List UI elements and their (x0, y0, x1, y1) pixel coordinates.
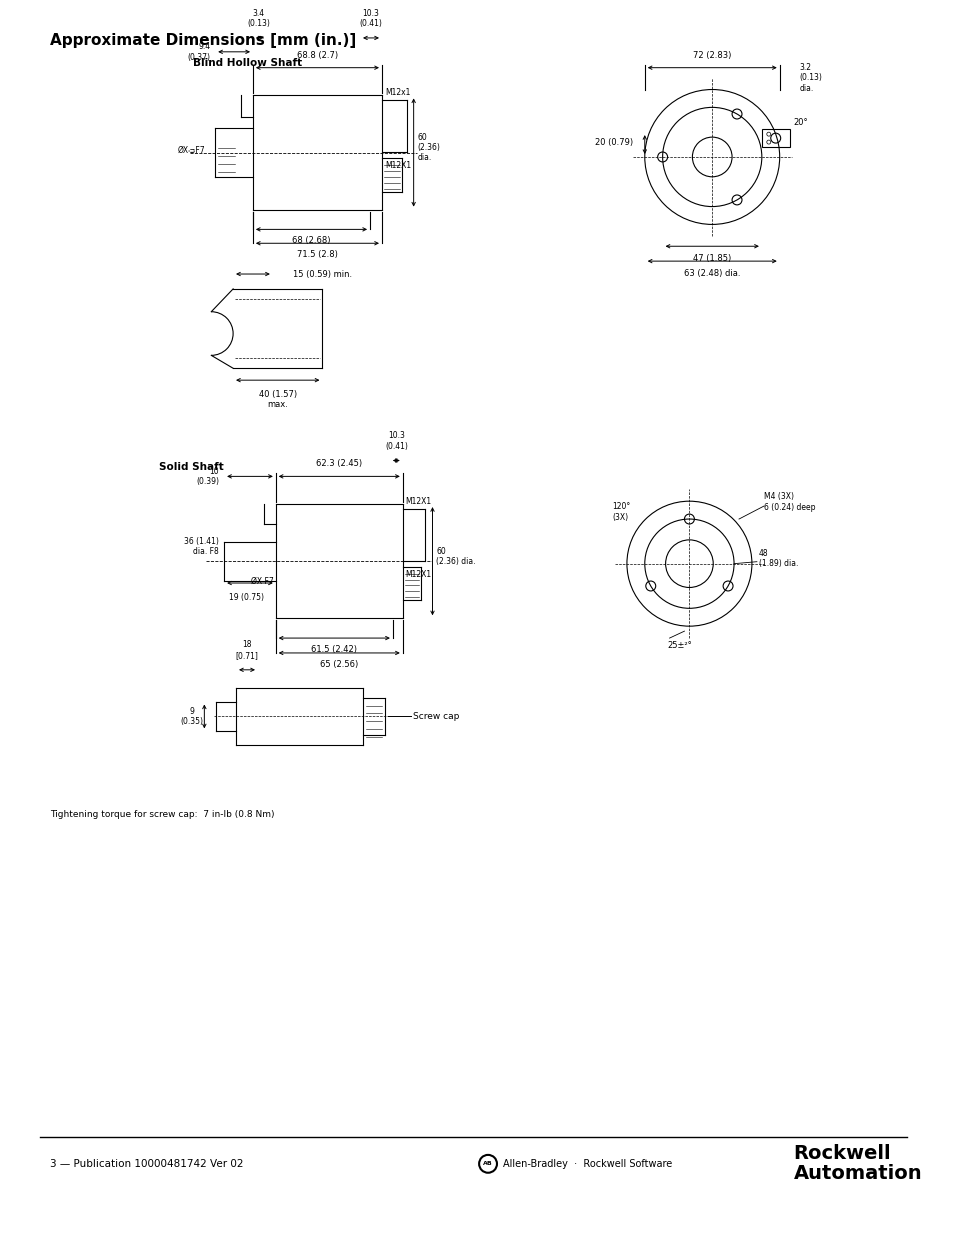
Text: 3.2
(0.13)
dia.: 3.2 (0.13) dia. (799, 63, 821, 93)
Text: 60
(2.36)
dia.: 60 (2.36) dia. (417, 132, 440, 163)
Text: 71.5 (2.8): 71.5 (2.8) (296, 251, 337, 259)
Text: 120°
(3X): 120° (3X) (612, 503, 630, 522)
Text: Rockwell: Rockwell (793, 1145, 890, 1163)
Text: 60
(2.36) dia.: 60 (2.36) dia. (436, 547, 476, 566)
Text: 25±²°: 25±²° (666, 641, 691, 650)
Text: M12X1: M12X1 (405, 571, 432, 579)
Text: ØXᴞF7: ØXᴞF7 (177, 146, 205, 156)
Text: Screw cap: Screw cap (413, 711, 458, 721)
Text: 63 (2.48) dia.: 63 (2.48) dia. (683, 269, 740, 278)
Text: 18
[0.71]: 18 [0.71] (235, 641, 258, 659)
Text: ØX F7: ØX F7 (251, 577, 274, 585)
Text: 68.8 (2.7): 68.8 (2.7) (296, 51, 337, 59)
Text: Allen-Bradley  ·  Rockwell Software: Allen-Bradley · Rockwell Software (502, 1158, 672, 1168)
Text: M4 (3X)
6 (0.24) deep: M4 (3X) 6 (0.24) deep (763, 493, 815, 511)
Text: 47 (1.85): 47 (1.85) (693, 254, 731, 263)
Text: 20°: 20° (793, 117, 807, 127)
Text: Tightening torque for screw cap:  7 in-lb (0.8 Nm): Tightening torque for screw cap: 7 in-lb… (50, 810, 274, 819)
Text: M12X1: M12X1 (384, 162, 411, 170)
Text: M12x1: M12x1 (384, 88, 410, 98)
Text: Approximate Dimensions [mm (in.)]: Approximate Dimensions [mm (in.)] (50, 33, 355, 48)
Text: Blind Hollow Shaft: Blind Hollow Shaft (193, 58, 302, 68)
Text: 48
(1.89) dia.: 48 (1.89) dia. (758, 550, 798, 568)
Text: AB: AB (482, 1161, 493, 1166)
Bar (761, 130, 789, 147)
Text: 61.5 (2.42): 61.5 (2.42) (311, 645, 357, 655)
Text: Automation: Automation (793, 1165, 922, 1183)
Text: 3 — Publication 10000481742 Ver 02: 3 — Publication 10000481742 Ver 02 (50, 1158, 243, 1168)
Text: 65 (2.56): 65 (2.56) (320, 659, 358, 669)
Text: 40 (1.57)
max.: 40 (1.57) max. (258, 390, 296, 410)
Text: 72 (2.83): 72 (2.83) (692, 51, 731, 59)
Text: M12X1: M12X1 (405, 496, 432, 505)
Text: 10.3
(0.41): 10.3 (0.41) (385, 431, 408, 451)
Text: 3.4
(0.13): 3.4 (0.13) (247, 9, 270, 28)
Text: 19 (0.75): 19 (0.75) (229, 593, 264, 601)
Text: 62.3 (2.45): 62.3 (2.45) (315, 459, 362, 468)
Text: Solid Shaft: Solid Shaft (158, 462, 223, 473)
Text: 68 (2.68): 68 (2.68) (292, 236, 331, 246)
Text: 20 (0.79): 20 (0.79) (594, 137, 632, 147)
Text: 36 (1.41)
dia. F8: 36 (1.41) dia. F8 (184, 537, 219, 556)
Text: 10.3
(0.41): 10.3 (0.41) (359, 9, 382, 28)
Text: 15 (0.59) min.: 15 (0.59) min. (293, 269, 352, 279)
Text: 10
(0.39): 10 (0.39) (196, 467, 219, 487)
Text: 9.4
(0.37): 9.4 (0.37) (187, 42, 210, 62)
Text: 9
(0.35): 9 (0.35) (180, 706, 203, 726)
